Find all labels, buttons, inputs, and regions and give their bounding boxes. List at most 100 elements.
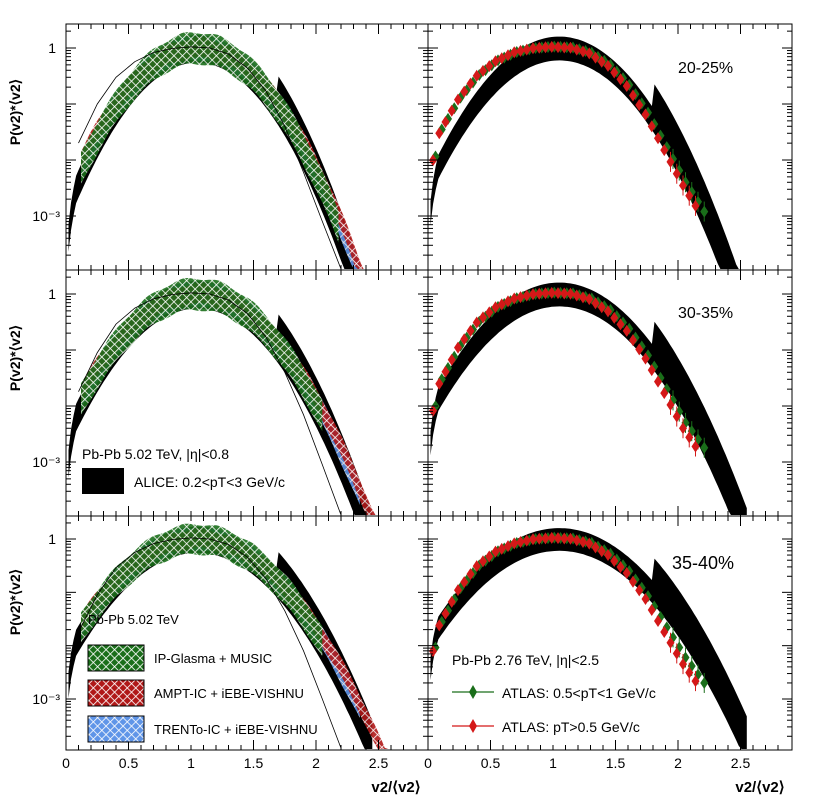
alice-band xyxy=(430,36,747,269)
atlas-high-pt-point xyxy=(535,532,544,545)
atlas-high-pt-point xyxy=(441,365,450,378)
ip-glasma-legend-swatch xyxy=(87,644,145,672)
atlas-high-pt-point xyxy=(604,305,612,318)
ampt-legend-label: AMPT-IC + iEBE-VISHNU xyxy=(154,686,304,701)
x-tick-label: 0.5 xyxy=(119,755,139,771)
atlas-high-pt-point xyxy=(585,537,594,550)
axes-ticks: 0 0.5 1 1.5 2 2.5 0 0.5 1 1.5 2 2.5 1 10⁻³ 1 10⁻³ 1 10⁻³ xyxy=(32,24,792,771)
y-tick-label: 1 xyxy=(48,286,56,302)
alice-series-line xyxy=(78,46,342,270)
atlas-high-pt-point xyxy=(691,440,700,453)
ip-glasma-band xyxy=(81,278,323,432)
atlas-high-pt-point xyxy=(629,89,637,102)
atlas-high-pt-point xyxy=(504,49,512,62)
alice-band xyxy=(68,526,373,749)
x-tick-label: 0 xyxy=(424,755,432,771)
alice-legend-label: ALICE: 0.2<pT<3 GeV/c xyxy=(134,474,285,490)
atlas-high-pt-point xyxy=(685,666,694,679)
atlas-high-pt-point xyxy=(666,636,675,649)
atlas-high-pt-point xyxy=(479,311,487,324)
y-axis-title: P(v2)*⟨v2⟩ xyxy=(7,569,23,635)
atlas-high-pt-point xyxy=(435,619,444,632)
atlas-high-pt-point xyxy=(497,298,506,311)
x-tick-label: 0.5 xyxy=(481,755,501,771)
centrality-label-30-35: 30-35% xyxy=(678,305,733,322)
atlas-high-pt-point xyxy=(679,658,687,671)
atlas-high-pt-point xyxy=(597,55,606,68)
y-tick-label: 1 xyxy=(48,40,56,56)
atlas-high-pt-point xyxy=(547,531,556,544)
x-tick-label: 1 xyxy=(549,755,557,771)
energy-label-2tev: Pb-Pb 2.76 TeV, |η|<2.5 xyxy=(452,652,599,668)
atlas-high-pt-point xyxy=(454,584,462,597)
atlas-high-pt-point xyxy=(616,561,625,574)
atlas-high-pt-point xyxy=(547,286,556,299)
atlas-high-pt-point xyxy=(541,532,550,545)
x-tick-label: 2.5 xyxy=(731,755,751,771)
centrality-label-20-25: 20-25% xyxy=(678,60,733,77)
atlas-high-pt-point xyxy=(541,41,550,54)
x-axis-title-right: v2/⟨v2⟩ xyxy=(735,779,784,796)
atlas-high-pt-point xyxy=(541,287,550,300)
atlas-high-pt-point xyxy=(510,46,519,59)
atlas-high-pt-point xyxy=(522,43,531,56)
y-tick-label: 10⁻³ xyxy=(32,691,60,707)
atlas-high-pt-point xyxy=(504,540,512,553)
atlas-high-pt-point xyxy=(672,647,681,660)
atlas-high-pt-point xyxy=(497,542,506,555)
atlas-high-pt-point xyxy=(585,293,594,306)
atlas-high-pt-point xyxy=(522,534,531,547)
atlas-high-pt-point xyxy=(666,398,675,411)
y-axis-title: P(v2)*⟨v2⟩ xyxy=(7,79,23,145)
x-tick-label: 0 xyxy=(62,755,70,771)
atlas-high-pt-point xyxy=(591,51,600,64)
atlas-high-pt-point xyxy=(554,41,562,54)
atlas-high-pt-point xyxy=(447,353,456,366)
atlas-high-pt-point xyxy=(572,289,581,302)
atlas-high-pt-point xyxy=(447,595,456,608)
ampt-legend-swatch xyxy=(87,679,145,707)
atlas-high-pt-point xyxy=(660,626,669,639)
atlas-high-pt-point xyxy=(479,555,487,568)
atlas-high-pt-point xyxy=(435,377,444,390)
panel-left-panels_20_25 xyxy=(68,32,379,270)
atlas-high-pt-point xyxy=(604,549,612,562)
x-axis-title-left: v2/⟨v2⟩ xyxy=(371,779,420,796)
atlas-high-pt-point xyxy=(635,584,644,597)
atlas-high-pt-point xyxy=(510,292,519,305)
atlas-high-pt-point xyxy=(629,334,637,347)
energy-label-5tev-short: Pb-Pb 5.02 TeV xyxy=(88,612,179,627)
atlas-high-pt-point xyxy=(666,155,675,168)
atlas-high-pt-point xyxy=(579,535,587,548)
y-tick-label: 10⁻³ xyxy=(32,208,60,224)
atlas-high-pt-point xyxy=(660,144,669,157)
alice-band xyxy=(430,282,747,515)
atlas-high-pt-point xyxy=(654,615,662,628)
atlas-high-pt-point xyxy=(429,404,437,417)
atlas-high-pt-point xyxy=(491,301,500,314)
atlas-high-pt-point xyxy=(485,306,494,319)
atlas-high-pt-point xyxy=(685,189,694,202)
atlas-high-pt-point xyxy=(579,291,587,304)
atlas-high-pt-point xyxy=(516,291,525,304)
atlas-high-pt-point xyxy=(472,560,481,573)
atlas-high-pt-point xyxy=(460,85,469,98)
panel-left-panels_35_40 xyxy=(68,523,423,749)
atlas-high-pt-point xyxy=(566,532,575,545)
atlas-high-pt-point xyxy=(610,66,619,79)
atlas-high-pt-point xyxy=(497,52,506,65)
panel-left-panels_30_35 xyxy=(68,278,379,516)
panel-frames xyxy=(65,23,793,751)
atlas-high-pt-point xyxy=(460,333,469,346)
atlas-high-pt-point xyxy=(529,42,537,55)
atlas-high-pt-point xyxy=(585,47,594,60)
atlas-high-pt-point xyxy=(504,295,512,308)
atlas-high-pt-point xyxy=(441,607,450,620)
atlas-high-pt-point xyxy=(547,40,556,53)
centrality-label-35-40: 35-40% xyxy=(672,553,734,573)
atlas-high-pt-point xyxy=(472,316,481,329)
atlas-high-pt-point xyxy=(597,301,606,314)
atlas-high-pt-point xyxy=(435,127,444,140)
atlas-low-pt-point xyxy=(700,205,709,218)
atlas-high-pt-point xyxy=(516,44,525,57)
